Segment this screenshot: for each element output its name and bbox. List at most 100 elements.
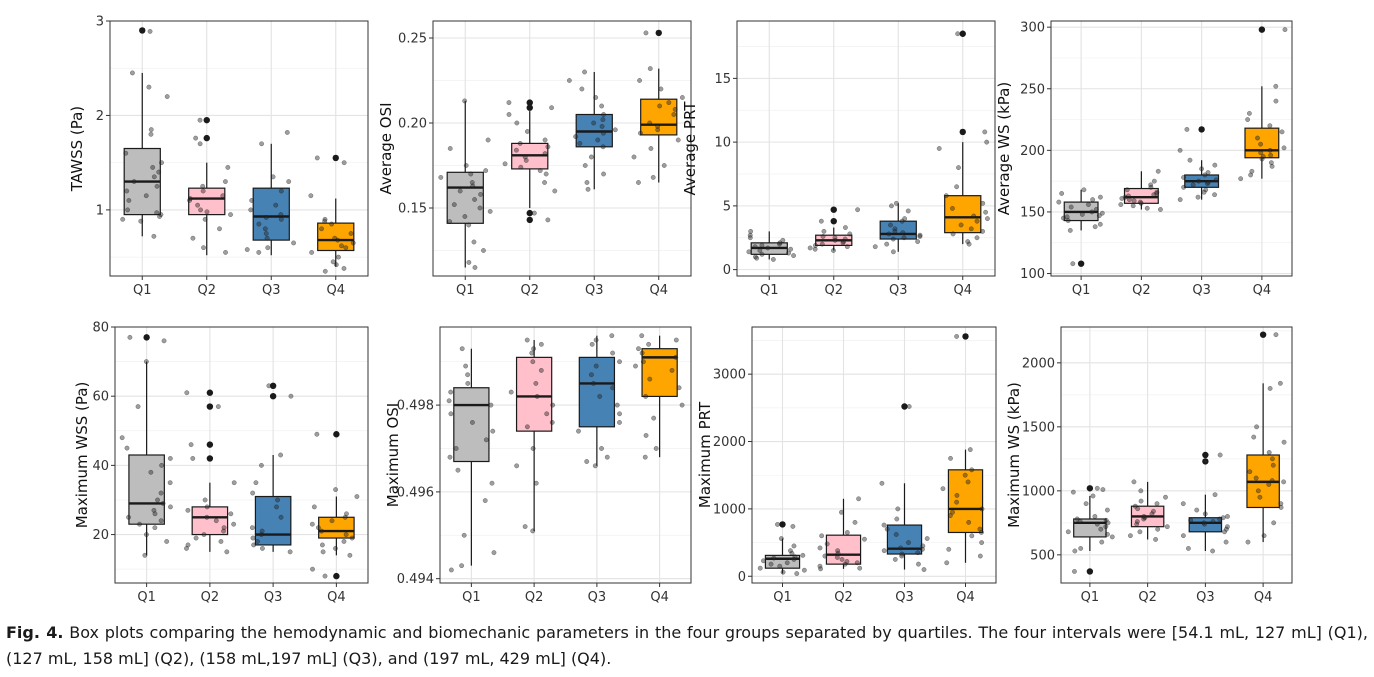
outlier-point [779,521,786,528]
data-point [319,528,324,534]
x-tick-label: Q4 [327,590,346,605]
data-point [1281,439,1287,445]
y-tick-label: 1000 [1022,484,1055,499]
data-point [545,217,551,223]
data-point [1201,520,1207,526]
data-point [483,168,489,174]
box-q4 [640,98,678,136]
data-point [457,188,463,194]
data-point [164,539,170,544]
outlier-point [269,382,277,390]
data-point [278,216,284,222]
data-point [263,231,269,236]
data-point [872,244,878,250]
data-point [1148,184,1154,190]
data-point [1273,98,1279,104]
data-point [1154,191,1159,196]
data-point [341,266,347,271]
data-point [1177,147,1183,153]
data-point [131,179,137,184]
data-point [1098,194,1103,200]
y-tick-label: 250 [1020,82,1045,97]
data-point [1089,209,1095,215]
data-point [640,359,646,365]
data-point [322,216,328,222]
box-q4 [947,469,984,534]
data-point [231,521,237,527]
data-point [124,445,130,451]
outlier-point [203,134,210,142]
data-point [801,567,807,573]
data-point [1151,178,1157,184]
chart-panel-3: 0 5 10 15 Q1 Q2 Q3 Q4 Average PRT [681,20,996,298]
data-point [148,127,154,133]
data-point [160,501,166,506]
x-tick-label: Q4 [1253,283,1272,298]
data-point [1137,529,1143,535]
outlier-point [206,389,214,396]
data-point [1273,83,1279,89]
data-point [1155,526,1161,532]
data-point [834,555,840,560]
outlier-point [1258,26,1266,33]
data-point [250,535,256,541]
data-point [248,207,254,213]
data-point [164,94,170,99]
data-point [966,241,972,247]
data-point [137,521,142,527]
data-point [542,137,548,143]
plot-background [752,327,996,583]
data-point [1105,520,1111,526]
y-tick-label: 0.498 [397,399,434,414]
data-point [343,532,349,537]
y-tick-label: 20 [92,528,109,543]
data-point [917,234,923,239]
data-point [982,129,988,135]
data-point [788,246,794,252]
data-point [339,243,344,249]
data-point [1154,501,1160,507]
data-point [198,207,203,213]
data-point [1213,177,1219,183]
data-point [984,139,990,145]
data-point [1267,147,1273,153]
box-q1 [446,171,484,224]
data-point [148,131,154,137]
x-tick-label: Q2 [520,283,539,298]
data-point [905,208,911,214]
data-point [190,235,196,241]
outlier-point [830,217,837,225]
data-point [266,383,272,389]
data-point [1151,508,1156,514]
figure-caption: Fig. 4. Box plots comparing the hemodyna… [6,620,1368,672]
data-point [916,561,921,567]
data-point [470,183,476,189]
data-point [855,207,860,213]
data-point [1079,212,1085,217]
data-point [349,535,355,541]
x-tick-label: Q3 [895,590,914,605]
data-point [1135,506,1141,512]
data-point [1180,501,1186,507]
data-point [943,193,949,199]
data-point [184,390,190,396]
x-tick-label: Q3 [588,590,607,605]
data-point [771,555,777,561]
data-point [221,528,226,534]
data-point [552,188,558,194]
x-tick-label: Q1 [133,283,152,298]
data-point [601,112,606,117]
data-point [862,536,867,542]
data-point [822,553,828,559]
data-point [592,463,598,469]
data-point [1190,182,1196,188]
box-q4 [944,195,982,234]
data-point [1155,168,1161,174]
data-point [155,497,160,503]
data-point [537,168,543,174]
data-point [1247,469,1253,475]
x-tick-label: Q3 [262,283,281,298]
data-point [915,550,921,556]
data-point [542,151,548,157]
panel-border [736,20,996,277]
